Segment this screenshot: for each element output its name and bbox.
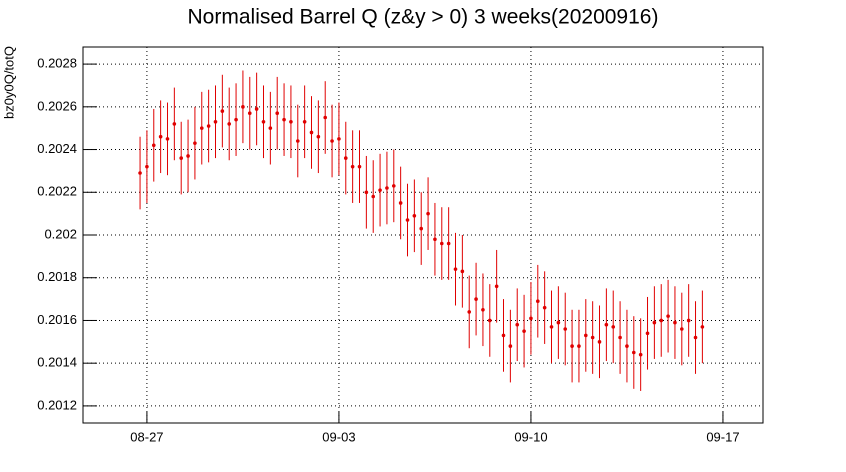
data-point bbox=[275, 111, 280, 116]
data-point bbox=[611, 325, 616, 329]
data-point bbox=[385, 186, 389, 190]
data-point bbox=[501, 333, 506, 338]
data-point bbox=[652, 320, 657, 325]
data-point bbox=[556, 320, 561, 325]
data-point bbox=[151, 143, 156, 148]
data-point bbox=[337, 137, 341, 141]
y-tick-label: 0.202 bbox=[44, 226, 77, 241]
data-point bbox=[474, 297, 478, 301]
data-point bbox=[378, 188, 382, 192]
data-point bbox=[145, 164, 149, 169]
data-point bbox=[453, 267, 458, 271]
data-point bbox=[289, 119, 293, 124]
data-point bbox=[295, 139, 300, 143]
data-point bbox=[590, 335, 595, 340]
data-point bbox=[343, 156, 348, 160]
data-point bbox=[323, 115, 328, 120]
data-point bbox=[165, 137, 170, 141]
data-point bbox=[220, 109, 225, 113]
data-point bbox=[487, 318, 492, 323]
data-point bbox=[570, 344, 574, 348]
data-point bbox=[172, 122, 177, 126]
data-point bbox=[693, 335, 698, 340]
data-point bbox=[268, 126, 273, 130]
data-point bbox=[330, 139, 334, 143]
data-point bbox=[391, 184, 396, 188]
data-point bbox=[645, 331, 650, 336]
data-point bbox=[446, 241, 451, 246]
data-point bbox=[522, 329, 526, 333]
x-tick-label: 09-10 bbox=[514, 429, 547, 444]
data-point bbox=[179, 156, 184, 160]
x-tick-label: 09-03 bbox=[322, 429, 355, 444]
data-point bbox=[302, 119, 307, 124]
y-tick-label: 0.2014 bbox=[37, 355, 77, 370]
data-point bbox=[563, 327, 568, 331]
y-tick-label: 0.2026 bbox=[37, 98, 77, 113]
data-point bbox=[364, 190, 369, 195]
data-point bbox=[700, 325, 705, 329]
data-point bbox=[158, 134, 163, 139]
data-point bbox=[206, 124, 211, 128]
data-point bbox=[398, 201, 403, 205]
data-point bbox=[282, 117, 286, 122]
data-point bbox=[405, 218, 410, 222]
data-point bbox=[234, 117, 238, 122]
data-point bbox=[412, 213, 417, 218]
data-point bbox=[515, 322, 520, 327]
data-point bbox=[247, 111, 252, 116]
data-point bbox=[193, 141, 197, 145]
data-point bbox=[625, 344, 629, 348]
x-tick-label: 09-17 bbox=[706, 429, 739, 444]
data-point bbox=[350, 164, 355, 169]
data-point bbox=[467, 310, 472, 314]
data-point bbox=[371, 194, 376, 199]
data-point bbox=[213, 119, 218, 124]
data-point bbox=[508, 344, 513, 348]
data-point bbox=[604, 322, 609, 327]
data-point bbox=[618, 335, 622, 340]
y-tick-label: 0.2024 bbox=[37, 141, 77, 156]
data-point bbox=[481, 307, 485, 312]
data-point bbox=[241, 105, 245, 109]
data-point bbox=[439, 241, 444, 246]
data-point bbox=[638, 352, 643, 357]
data-point bbox=[357, 164, 362, 169]
data-point bbox=[138, 171, 142, 175]
data-point bbox=[577, 344, 581, 348]
data-point bbox=[659, 318, 664, 323]
data-point bbox=[199, 126, 204, 130]
data-point bbox=[597, 340, 602, 344]
data-point bbox=[680, 327, 684, 331]
y-tick-label: 0.2018 bbox=[37, 269, 77, 284]
y-tick-label: 0.2012 bbox=[37, 397, 77, 412]
data-point bbox=[494, 284, 499, 289]
y-tick-label: 0.2016 bbox=[37, 312, 77, 327]
data-point bbox=[583, 333, 588, 338]
data-point bbox=[186, 154, 190, 158]
data-point bbox=[542, 305, 547, 310]
data-point bbox=[316, 134, 321, 139]
data-point bbox=[261, 119, 266, 124]
data-point bbox=[309, 130, 314, 135]
x-tick-label: 08-27 bbox=[130, 429, 163, 444]
data-point bbox=[535, 299, 540, 304]
data-point bbox=[460, 269, 465, 274]
data-point bbox=[254, 107, 259, 111]
data-point bbox=[666, 314, 670, 318]
y-axis-label: bz0y0Q/totQ bbox=[1, 46, 16, 119]
y-tick-label: 0.2028 bbox=[37, 56, 77, 71]
data-point bbox=[227, 122, 232, 126]
data-point bbox=[426, 211, 430, 216]
data-point bbox=[632, 350, 636, 355]
data-point bbox=[686, 318, 691, 323]
data-point bbox=[549, 325, 554, 329]
data-point bbox=[419, 226, 424, 231]
y-tick-label: 0.2022 bbox=[37, 184, 77, 199]
data-point bbox=[529, 316, 533, 321]
data-point bbox=[673, 320, 677, 325]
data-point bbox=[433, 237, 437, 242]
chart-title: Normalised Barrel Q (z&y > 0) 3 weeks(20… bbox=[188, 6, 659, 29]
